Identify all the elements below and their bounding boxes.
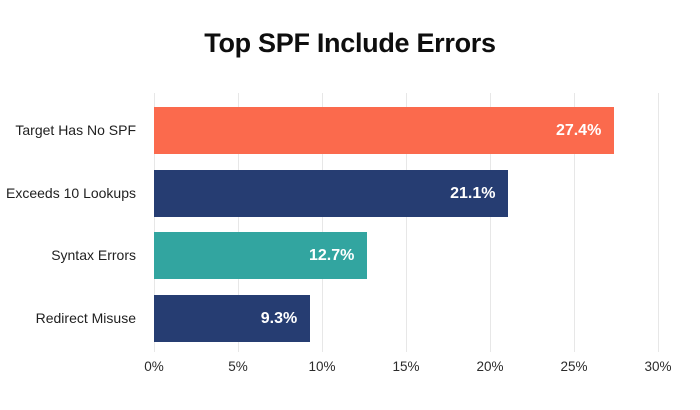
bar-value-label: 12.7% (308, 246, 355, 264)
category-label: Target Has No SPF (15, 122, 136, 138)
bar: 9.3% (154, 295, 311, 342)
x-tick-label: 30% (644, 359, 672, 374)
gridline (154, 93, 155, 352)
category-label: Redirect Misuse (35, 310, 136, 326)
bar-value-label: 9.3% (260, 309, 298, 327)
x-tick-label: 25% (560, 359, 588, 374)
bar: 27.4% (154, 107, 615, 154)
x-tick-label: 20% (476, 359, 504, 374)
chart-title: Top SPF Include Errors (204, 28, 496, 58)
bar-value-label: 27.4% (555, 121, 602, 139)
x-tick-label: 15% (392, 359, 420, 374)
category-label: Exceeds 10 Lookups (6, 185, 136, 201)
x-tick-label: 0% (144, 359, 164, 374)
gridline (238, 93, 239, 352)
bar: 12.7% (154, 232, 368, 279)
bar: 21.1% (154, 170, 509, 217)
gridline (490, 93, 491, 352)
x-tick-label: 5% (228, 359, 248, 374)
x-tick-label: 10% (308, 359, 336, 374)
category-axis: Target Has No SPF Exceeds 10 Lookups Synta… (0, 93, 145, 352)
plot-area: 0% 5% 10% 15% 20% 25% 30% 27.4% 21.1% 12.7% 9.3% (144, 93, 672, 374)
gridline (322, 93, 323, 352)
gridline (574, 93, 575, 352)
bar-value-label: 21.1% (450, 184, 496, 202)
gridline (658, 93, 659, 352)
gridline (406, 93, 407, 352)
category-label: Syntax Errors (51, 247, 136, 263)
